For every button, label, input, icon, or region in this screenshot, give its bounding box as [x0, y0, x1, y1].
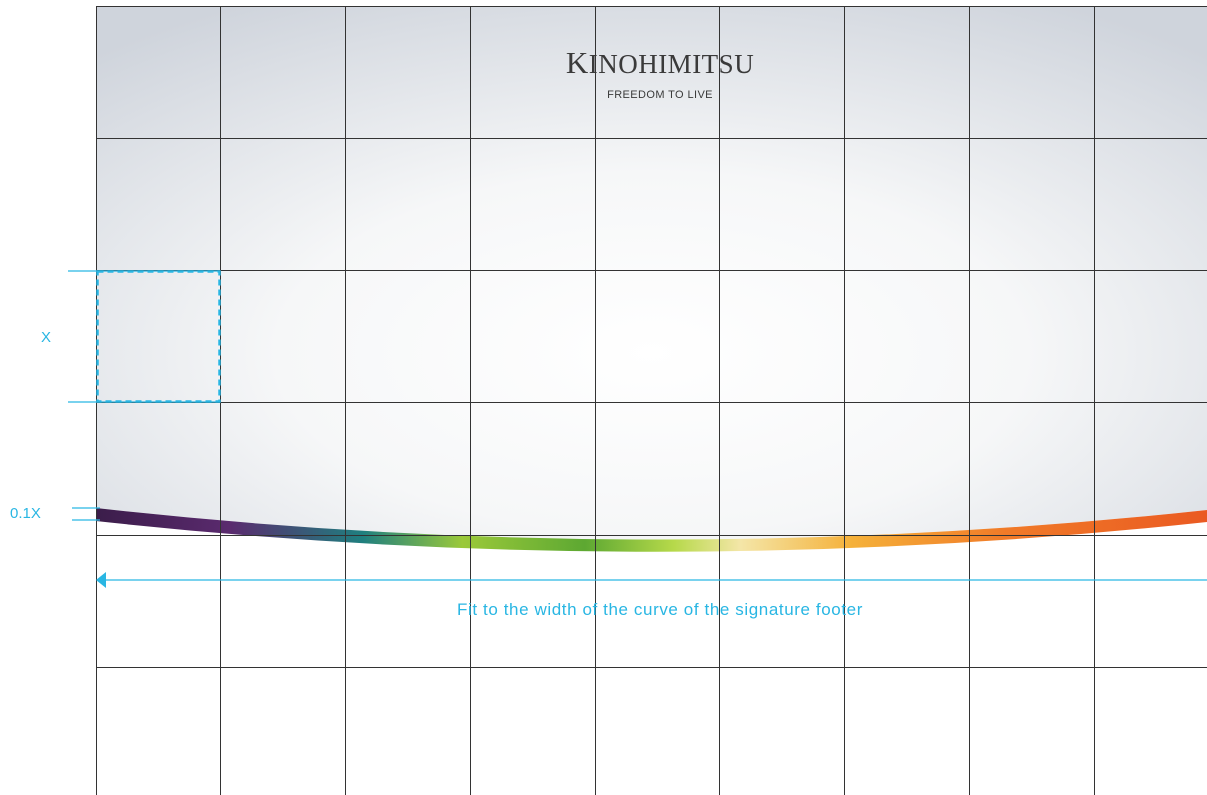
dimension-x-label: X — [41, 329, 52, 346]
dimension-gap-label: 0.1X — [10, 505, 41, 522]
clear-space-box — [96, 270, 221, 403]
arrow-left-icon — [96, 572, 106, 588]
dimension-x-marker — [68, 270, 220, 403]
fit-width-caption: Fit to the width of the curve of the sig… — [456, 600, 863, 619]
grid — [96, 6, 1207, 795]
signature-footer-curve — [96, 508, 1207, 552]
brand-logo: KINOHIMITSU — [520, 45, 800, 80]
brand-name: INOHIMITSU — [588, 49, 755, 79]
brand-tagline: FREEDOM TO LIVE — [607, 89, 713, 101]
brand-first-letter: K — [565, 45, 589, 80]
dimension-gap-marker — [72, 507, 100, 521]
background-panel — [96, 6, 1207, 540]
